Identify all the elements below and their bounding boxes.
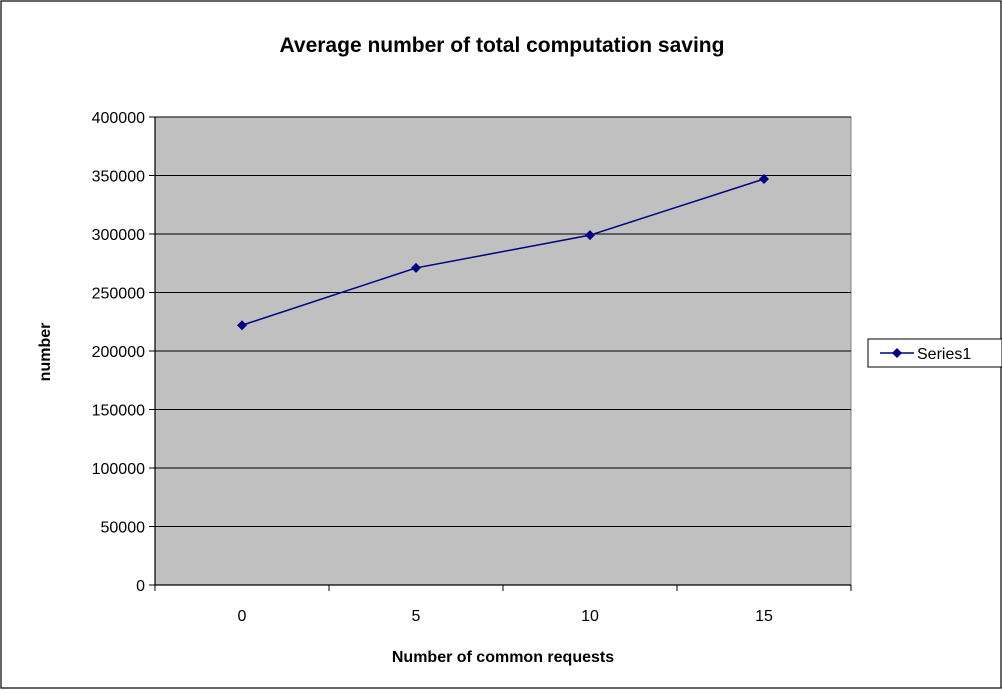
x-axis-label: Number of common requests: [392, 649, 614, 666]
y-tick-label: 250000: [92, 286, 145, 303]
legend-series-label: Series1: [917, 346, 971, 363]
x-tick-label: 10: [581, 608, 599, 625]
data-point: [237, 320, 247, 331]
y-tick-label: 400000: [92, 110, 145, 127]
data-point: [411, 262, 421, 273]
x-tick-label: 15: [755, 608, 773, 625]
series-line: [241, 178, 765, 326]
y-tick-label: 150000: [92, 403, 145, 420]
y-tick-label: 100000: [92, 461, 145, 478]
chart-title: Average number of total computation savi…: [280, 34, 725, 57]
series-layer: [237, 174, 769, 331]
x-tick-label: 5: [412, 608, 421, 625]
data-point: [585, 230, 595, 241]
y-tick-label: 350000: [92, 169, 145, 186]
legend-series-marker: [892, 348, 902, 358]
x-tick-label: 0: [238, 608, 247, 625]
x-axis-ticks: 0 5 10 15: [154, 585, 852, 625]
y-axis-ticks: 0 50000 100000 150000 200000 250000 300000 3500…: [92, 110, 155, 595]
y-tick-label: 50000: [101, 520, 146, 537]
y-tick-label: 300000: [92, 227, 145, 244]
data-point: [759, 174, 769, 185]
y-tick-label: 0: [136, 578, 145, 595]
y-axis-label: number: [37, 323, 54, 382]
legend: Series1: [867, 338, 1002, 368]
y-tick-label: 200000: [92, 344, 145, 361]
gridlines: [155, 116, 851, 527]
